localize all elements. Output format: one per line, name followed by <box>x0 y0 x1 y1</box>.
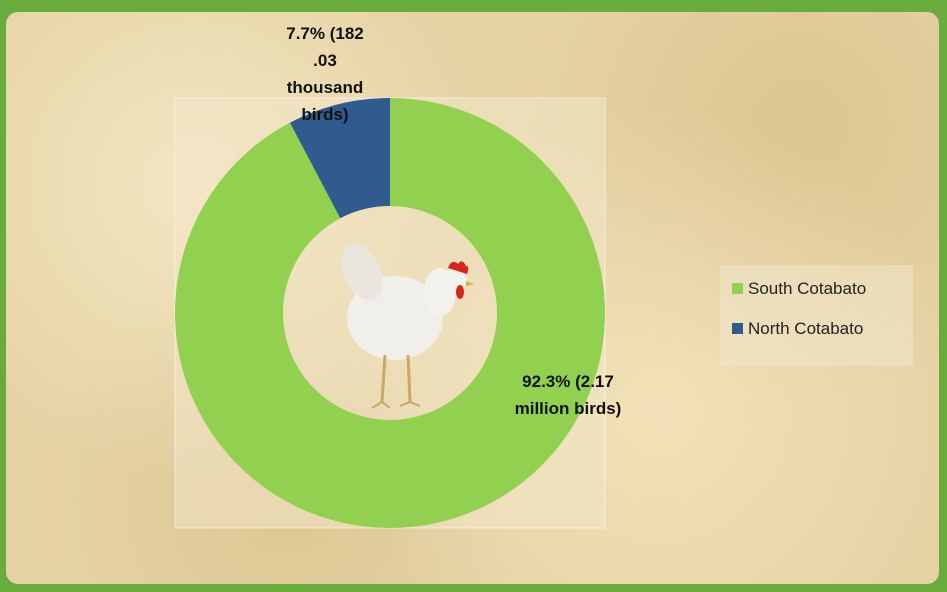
legend: South Cotabato North Cotabato <box>720 265 913 366</box>
page: {"chart_data": {"type": "donut", "catego… <box>0 0 947 592</box>
legend-entry: South Cotabato <box>732 279 866 299</box>
data-label: 7.7% (182 .03 thousand birds) <box>275 20 375 128</box>
legend-label: North Cotabato <box>748 319 863 338</box>
data-label: 92.3% (2.17 million birds) <box>493 368 643 422</box>
legend-entry: North Cotabato <box>732 319 863 339</box>
legend-label: South Cotabato <box>748 279 866 298</box>
legend-swatch <box>732 283 743 294</box>
legend-swatch <box>732 323 743 334</box>
